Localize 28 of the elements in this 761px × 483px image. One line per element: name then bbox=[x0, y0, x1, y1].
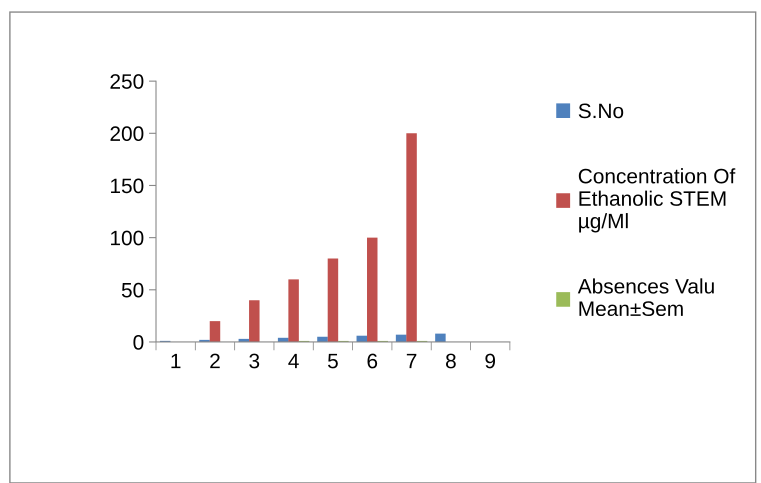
x-tick-label: 5 bbox=[328, 354, 338, 368]
bar bbox=[406, 133, 417, 342]
bar bbox=[210, 321, 220, 342]
legend-label: S.No bbox=[578, 103, 624, 118]
bar bbox=[367, 238, 378, 342]
x-tick-label: 9 bbox=[485, 354, 496, 368]
bar bbox=[317, 336, 328, 342]
bar bbox=[328, 258, 338, 342]
bar bbox=[396, 334, 406, 342]
legend-label: Absences Valu Mean±Sem bbox=[578, 278, 714, 316]
x-tick-label: 2 bbox=[210, 354, 220, 368]
y-tick-label: 200 bbox=[110, 126, 144, 142]
bar bbox=[288, 279, 299, 342]
legend-label: Concentration Of Ethanolic STEM µg/Ml bbox=[578, 168, 736, 232]
y-tick-label: 50 bbox=[122, 282, 144, 298]
x-tick-label: 3 bbox=[249, 354, 260, 368]
y-tick-label: 150 bbox=[111, 178, 144, 194]
y-tick-label: 100 bbox=[111, 230, 144, 246]
x-tick-label: 1 bbox=[171, 354, 180, 368]
bar bbox=[356, 336, 368, 342]
y-tick-label: 250 bbox=[110, 74, 144, 89]
x-tick-label: 4 bbox=[288, 354, 299, 368]
x-tick-label: 6 bbox=[368, 354, 378, 368]
x-tick-label: 7 bbox=[406, 354, 416, 368]
x-tick-label: 8 bbox=[446, 354, 456, 368]
y-tick-label: 0 bbox=[133, 334, 144, 350]
bar bbox=[435, 334, 446, 342]
bar bbox=[249, 300, 260, 342]
